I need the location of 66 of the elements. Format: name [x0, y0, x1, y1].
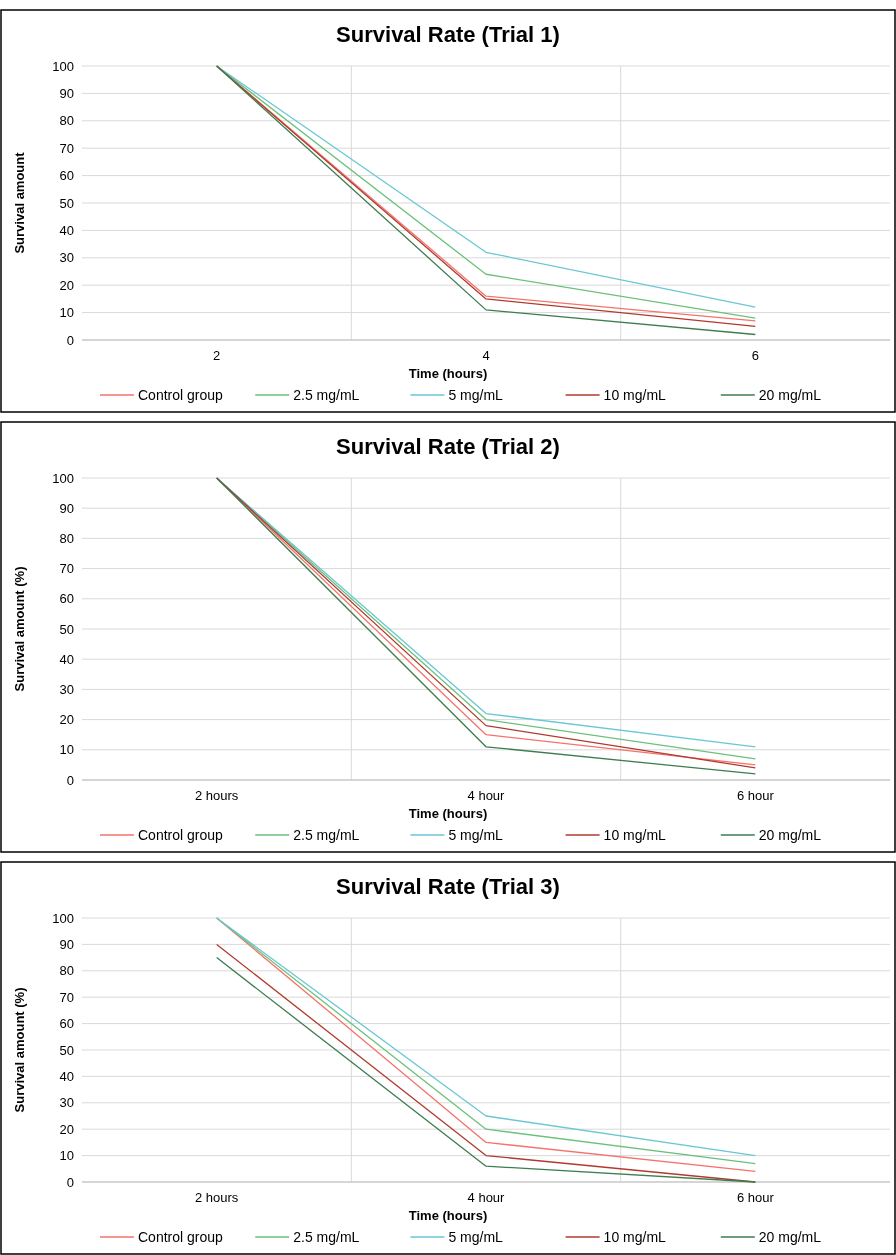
x-axis-title: Time (hours) — [408, 366, 488, 381]
legend-label: 2.5 mg/mL — [293, 387, 360, 403]
x-tick-label: 4 hour — [467, 788, 506, 803]
legend-label: 10 mg/mL — [603, 1229, 667, 1245]
y-tick-label: 90 — [59, 936, 74, 952]
chart-title: Survival Rate (Trial 3) — [336, 874, 560, 899]
x-tick-label: 2 hours — [194, 788, 239, 803]
chart-title: Survival Rate (Trial 1) — [336, 22, 560, 47]
y-tick-label: 40 — [59, 1068, 74, 1084]
y-tick-label: 20 — [59, 1121, 74, 1137]
legend-label: Control group — [138, 1229, 224, 1245]
legend-label: 20 mg/mL — [758, 827, 822, 843]
y-tick-label: 80 — [59, 530, 74, 546]
y-tick-label: 0 — [66, 772, 74, 788]
legend-label: Control group — [138, 827, 224, 843]
y-tick-label: 50 — [59, 621, 74, 637]
y-tick-label: 40 — [59, 222, 74, 238]
x-axis-title: Time (hours) — [408, 806, 488, 821]
y-tick-label: 60 — [59, 168, 74, 184]
y-tick-label: 0 — [66, 1174, 74, 1190]
y-tick-label: 20 — [59, 712, 74, 728]
x-tick-label: 6 hour — [736, 1190, 775, 1205]
y-tick-label: 70 — [59, 989, 74, 1005]
y-tick-label: 80 — [59, 963, 74, 979]
y-tick-label: 50 — [59, 1042, 74, 1058]
y-tick-label: 30 — [59, 250, 74, 266]
y-tick-label: 80 — [59, 113, 74, 129]
y-tick-label: 70 — [59, 140, 74, 156]
y-tick-label: 20 — [59, 277, 74, 293]
legend-label: 5 mg/mL — [448, 387, 504, 403]
y-tick-label: 30 — [59, 681, 74, 697]
y-tick-label: 10 — [59, 742, 74, 758]
legend-label: Control group — [138, 387, 224, 403]
y-axis-title: Survival amount (%) — [12, 987, 27, 1113]
y-tick-label: 90 — [59, 85, 74, 101]
x-tick-label: 4 — [482, 348, 490, 363]
x-tick-label: 4 hour — [467, 1190, 506, 1205]
legend-label: 5 mg/mL — [448, 827, 504, 843]
legend-label: 10 mg/mL — [603, 387, 667, 403]
chart-title: Survival Rate (Trial 2) — [336, 434, 560, 459]
y-tick-label: 60 — [59, 1016, 74, 1032]
legend-label: 20 mg/mL — [758, 387, 822, 403]
y-tick-label: 40 — [59, 651, 74, 667]
y-tick-label: 30 — [59, 1095, 74, 1111]
x-tick-label: 6 — [751, 348, 759, 363]
y-tick-label: 100 — [52, 470, 74, 486]
x-tick-label: 2 — [213, 348, 221, 363]
y-tick-label: 100 — [52, 910, 74, 926]
y-tick-label: 0 — [66, 332, 74, 348]
legend-label: 10 mg/mL — [603, 827, 667, 843]
y-axis-title: Survival amount (%) — [12, 566, 27, 692]
y-tick-label: 90 — [59, 500, 74, 516]
legend-label: 2.5 mg/mL — [293, 827, 360, 843]
y-tick-label: 50 — [59, 195, 74, 211]
legend-label: 5 mg/mL — [448, 1229, 504, 1245]
y-tick-label: 10 — [59, 305, 74, 321]
legend-label: 2.5 mg/mL — [293, 1229, 360, 1245]
y-axis-title: Survival amount — [12, 151, 27, 254]
y-tick-label: 10 — [59, 1148, 74, 1164]
x-tick-label: 2 hours — [194, 1190, 239, 1205]
x-tick-label: 6 hour — [736, 788, 775, 803]
y-tick-label: 60 — [59, 591, 74, 607]
x-axis-title: Time (hours) — [408, 1208, 488, 1223]
y-tick-label: 70 — [59, 561, 74, 577]
legend-label: 20 mg/mL — [758, 1229, 822, 1245]
y-tick-label: 100 — [52, 58, 74, 74]
